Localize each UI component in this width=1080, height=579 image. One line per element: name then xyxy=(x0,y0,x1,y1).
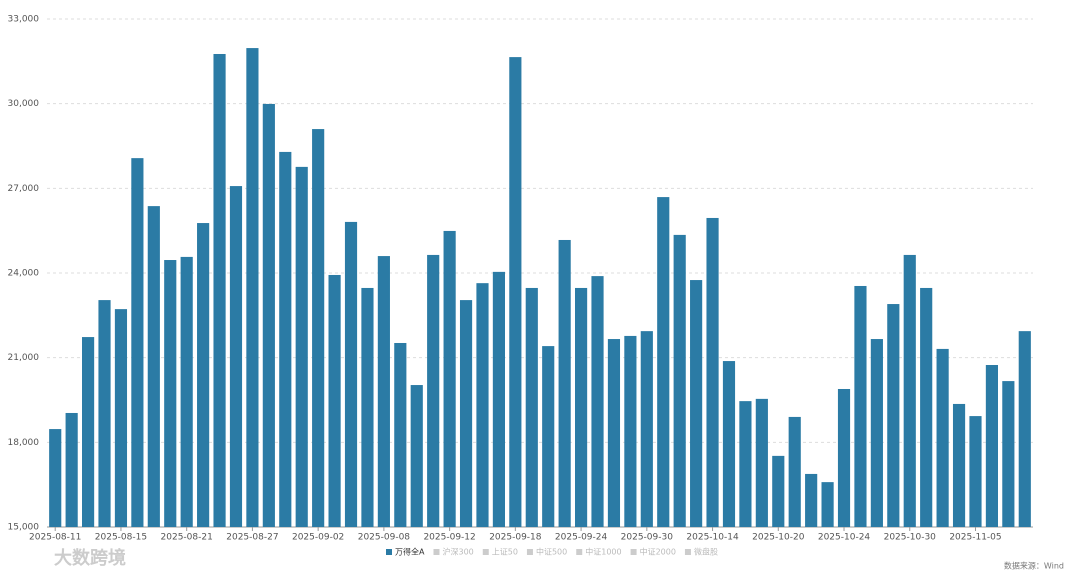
bar xyxy=(739,401,752,527)
bar xyxy=(920,287,933,527)
legend-swatch xyxy=(576,549,583,555)
bar xyxy=(591,276,604,527)
x-tick-label: 2025-09-02 xyxy=(292,533,344,543)
y-tick-label: 27,000 xyxy=(8,184,40,194)
bar xyxy=(788,416,801,527)
legend-swatch xyxy=(684,549,691,555)
watermark: 大数跨境 xyxy=(54,547,126,569)
x-tick-label: 2025-08-11 xyxy=(29,533,81,543)
x-tick-label: 2025-08-21 xyxy=(161,533,213,543)
bar xyxy=(1018,331,1031,527)
bar xyxy=(246,48,259,528)
legend-swatch xyxy=(630,549,637,555)
bar xyxy=(229,186,243,527)
source-note: 数据来源：Wind xyxy=(1004,561,1064,571)
bar xyxy=(459,300,473,527)
bar xyxy=(361,287,374,527)
bar xyxy=(377,256,390,527)
bar xyxy=(821,482,834,527)
y-tick-label: 30,000 xyxy=(8,99,40,109)
bar xyxy=(903,254,916,527)
x-tick-label: 2025-11-05 xyxy=(949,533,1001,543)
y-tick-label: 18,000 xyxy=(8,438,40,448)
bar xyxy=(673,234,686,527)
x-tick-label: 2025-09-30 xyxy=(621,533,674,543)
bar xyxy=(854,285,867,527)
bar xyxy=(772,455,785,527)
bar xyxy=(870,339,883,527)
bar xyxy=(49,429,62,527)
bar xyxy=(607,339,621,527)
legend-label: 中证1000 xyxy=(585,547,621,557)
bar xyxy=(509,57,522,527)
y-tick-label: 24,000 xyxy=(8,269,40,279)
bar xyxy=(525,287,538,527)
bar xyxy=(936,348,949,527)
legend-label: 上证50 xyxy=(492,548,518,557)
bar xyxy=(213,53,226,528)
x-tick-label: 2025-09-12 xyxy=(423,533,475,543)
bar xyxy=(755,398,768,527)
bar xyxy=(1002,381,1015,527)
bar xyxy=(312,129,325,528)
y-tick-label: 21,000 xyxy=(8,353,40,363)
legend-swatch xyxy=(386,549,392,555)
bar xyxy=(98,300,111,527)
bar xyxy=(640,331,653,527)
legend-label: 万得全A xyxy=(395,547,425,557)
legend-label: 沪深300 xyxy=(442,547,473,557)
legend-swatch xyxy=(433,549,440,555)
legend-label: 中证2000 xyxy=(640,547,676,557)
bar xyxy=(295,166,308,527)
x-tick-label: 2025-10-20 xyxy=(752,533,805,543)
bar xyxy=(476,283,489,527)
bar xyxy=(706,217,719,527)
bar xyxy=(969,416,982,527)
bar xyxy=(492,271,505,527)
bar xyxy=(690,280,703,527)
legend-label: 微盘股 xyxy=(694,547,718,557)
x-tick-label: 2025-10-30 xyxy=(884,533,937,543)
bar xyxy=(65,412,78,527)
bar xyxy=(558,239,571,528)
bar xyxy=(887,304,900,527)
bar xyxy=(722,361,736,527)
bar xyxy=(427,254,440,527)
bar xyxy=(279,151,292,527)
bar xyxy=(262,103,275,528)
bar xyxy=(147,206,160,527)
bar xyxy=(542,346,555,527)
y-tick-label: 15,000 xyxy=(8,523,40,533)
bar xyxy=(443,230,456,527)
x-tick-label: 2025-09-08 xyxy=(358,533,411,543)
bar xyxy=(624,335,637,527)
bar xyxy=(805,473,818,527)
bar xyxy=(344,221,358,527)
bar xyxy=(328,274,341,527)
bar xyxy=(82,337,95,527)
bar xyxy=(131,158,144,527)
bar xyxy=(657,197,670,528)
y-tick-label: 33,000 xyxy=(8,15,40,25)
bar xyxy=(197,223,210,527)
legend-label: 中证500 xyxy=(536,547,567,557)
x-tick-label: 2025-10-24 xyxy=(818,533,871,543)
bar xyxy=(180,256,193,527)
x-tick-label: 2025-10-14 xyxy=(686,533,739,543)
x-tick-label: 2025-09-24 xyxy=(555,533,608,543)
bar xyxy=(164,260,177,527)
x-tick-label: 2025-08-15 xyxy=(95,533,147,543)
x-tick-label: 2025-08-27 xyxy=(226,533,278,543)
bar xyxy=(837,388,851,527)
bar xyxy=(114,309,128,527)
bar xyxy=(985,365,998,527)
bar xyxy=(952,403,966,527)
bar xyxy=(410,385,423,527)
bar xyxy=(394,342,407,527)
bar xyxy=(575,287,588,527)
legend-swatch xyxy=(526,549,533,555)
x-tick-label: 2025-09-18 xyxy=(489,533,542,543)
legend-swatch xyxy=(482,549,489,555)
